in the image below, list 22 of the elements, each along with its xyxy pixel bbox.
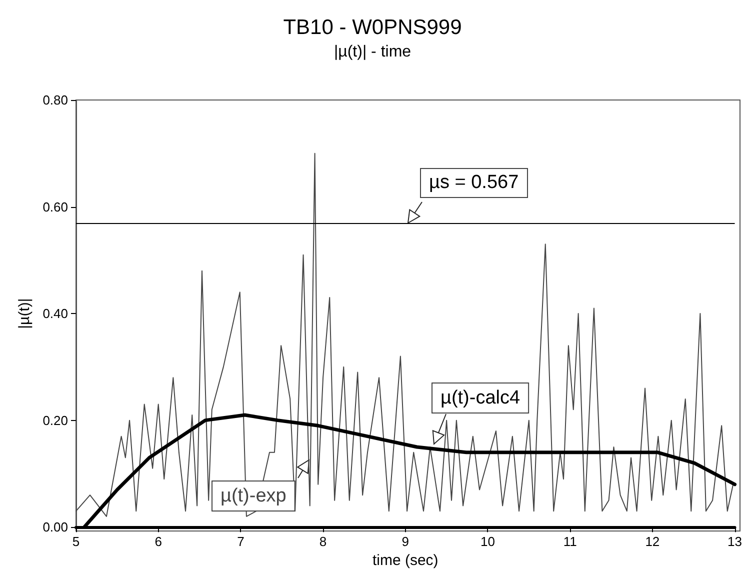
x-tick-label: 12 [645,534,660,550]
x-tick-label: 6 [154,534,162,550]
y-tick-label: 0.00 [42,520,68,535]
y-tick-label: 0.80 [42,92,68,108]
y-tick-label: 0.40 [42,306,68,322]
x-tick-label: 10 [480,534,495,550]
y-tick-label: 0.20 [42,412,68,428]
ref-line-label: µs = 0.567 [420,168,528,198]
x-tick-label: 9 [402,534,409,550]
x-tick-label: 5 [72,534,80,550]
line-series [76,152,734,517]
series-label: µ(t)-exp [220,486,286,506]
chart-subtitle: |µ(t)| - time [334,44,412,60]
y-tick-label: 0.60 [42,199,68,214]
x-tick-label: 13 [728,534,742,550]
y-axis-title: |µ(t)| [16,298,33,329]
x-tick-label: 11 [563,534,577,550]
chart-title: TB10 - W0PNS999 [283,16,462,39]
x-axis-title: time (sec) [372,552,438,569]
text: µ(t)-calc4 [440,388,520,408]
x-tick-label: 8 [319,534,327,550]
x-tick-label: 7 [237,534,244,550]
